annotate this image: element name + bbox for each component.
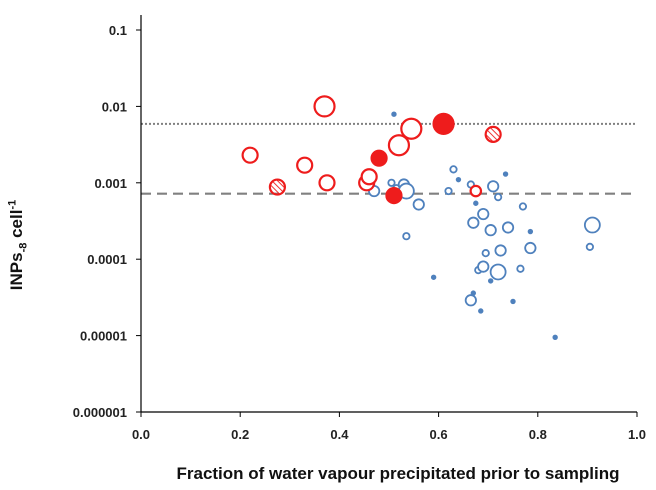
blue-open-data-point	[516, 264, 525, 273]
y-tick-label: 0.01	[102, 99, 127, 114]
blue-open-data-point	[487, 278, 494, 284]
x-tick-label: 1.0	[628, 427, 646, 442]
y-axis-label-base: INPs	[7, 252, 27, 291]
blue-open-data-point	[449, 165, 458, 174]
red-open-data-point	[469, 184, 483, 198]
blue-open-data-point	[467, 216, 480, 229]
blue-open-data-point	[583, 216, 601, 234]
blue-open-data-point	[494, 192, 503, 202]
blue-open-data-point	[494, 244, 507, 257]
blue-open-data-point	[455, 176, 462, 183]
blue-open-data-point	[552, 334, 558, 341]
red-open-data-point	[296, 156, 314, 174]
x-axis-label: Fraction of water vapour precipitated pr…	[176, 464, 620, 483]
blue-open-data-point	[478, 308, 484, 314]
tick-labels: 0.000001 0.00001 0.0001 0.001 0.01 0.1 0.0 0.2 0…	[73, 23, 646, 442]
red-open-data-point	[400, 117, 423, 140]
blue-open-data-point	[477, 207, 490, 221]
y-axis-label-unit: cell	[7, 209, 27, 243]
x-tick-label: 0.0	[132, 427, 150, 442]
y-tick-label: 0.000001	[73, 405, 127, 420]
blue-open-data-point	[489, 263, 507, 281]
blue-open-data-point	[412, 198, 425, 211]
red-open-data-point	[360, 168, 378, 186]
blue-open-data-point	[481, 249, 490, 258]
y-axis-label: INPs-8 cell-1	[6, 200, 29, 290]
blue-open-data-point	[387, 178, 396, 187]
y-tick-label: 0.001	[94, 176, 127, 191]
blue-open-data-point	[444, 186, 453, 196]
hatched-data-point	[484, 125, 502, 144]
y-axis-label-superscript: -1	[6, 199, 19, 210]
axes	[136, 15, 638, 417]
blue-open-data-point	[487, 180, 500, 193]
blue-open-data-point	[391, 111, 397, 117]
filled-data-point	[385, 186, 403, 205]
x-tick-label: 0.8	[529, 427, 547, 442]
blue-open-data-point	[484, 224, 497, 237]
y-tick-label: 0.00001	[80, 329, 127, 344]
blue-open-data-point	[430, 274, 437, 280]
filled-data-point	[370, 149, 388, 167]
y-tick-label: 0.0001	[87, 252, 127, 267]
blue-open-data-point	[501, 221, 515, 234]
blue-open-data-point	[464, 294, 477, 307]
red-open-data-point	[241, 146, 259, 164]
red-open-data-point	[387, 134, 411, 157]
blue-open-data-point	[524, 241, 537, 255]
red-open-data-point	[318, 174, 336, 192]
y-tick-label: 0.1	[109, 23, 127, 38]
filled-data-point	[432, 112, 455, 136]
blue-open-data-point	[510, 298, 516, 305]
x-tick-label: 0.6	[430, 427, 448, 442]
blue-open-data-point	[477, 260, 490, 273]
blue-open-data-point	[585, 242, 594, 251]
hatched-data-point	[268, 178, 286, 196]
blue-open-data-point	[518, 202, 528, 211]
y-axis-label-subscript: -8	[17, 242, 30, 253]
x-tick-label: 0.4	[330, 427, 349, 442]
blue-open-data-point	[527, 228, 534, 235]
blue-open-data-point	[402, 232, 411, 241]
red-open-data-point	[313, 95, 336, 118]
data-points	[241, 95, 601, 341]
x-tick-label: 0.2	[231, 427, 249, 442]
blue-open-data-point	[473, 200, 479, 206]
blue-open-data-point	[502, 171, 509, 177]
